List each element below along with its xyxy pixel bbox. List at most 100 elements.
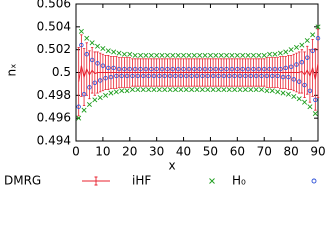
x-tick-label: 90 bbox=[310, 145, 325, 159]
x-marker bbox=[129, 87, 135, 93]
error-bar bbox=[163, 58, 166, 87]
error-bar bbox=[225, 58, 228, 87]
error-bar bbox=[263, 58, 266, 87]
error-bar bbox=[241, 58, 244, 87]
x-marker bbox=[232, 87, 238, 93]
error-bar bbox=[99, 52, 102, 93]
x-marker bbox=[143, 52, 149, 58]
x-marker bbox=[100, 46, 106, 52]
circle-marker bbox=[243, 73, 248, 79]
error-bar bbox=[185, 58, 188, 87]
error-bar bbox=[246, 58, 250, 87]
x-marker bbox=[78, 28, 84, 34]
circle-marker bbox=[197, 66, 202, 72]
error-bar bbox=[93, 51, 97, 96]
x-marker bbox=[146, 87, 152, 93]
circle-marker bbox=[218, 66, 224, 72]
circle-marker bbox=[79, 42, 84, 48]
x-marker bbox=[186, 52, 192, 58]
error-bar bbox=[117, 57, 121, 88]
circle-marker bbox=[205, 73, 210, 79]
x-marker bbox=[213, 52, 219, 58]
error-bar bbox=[281, 56, 285, 89]
error-bar bbox=[147, 58, 150, 87]
circle-marker bbox=[141, 73, 146, 79]
series-line bbox=[78, 63, 319, 82]
error-bar bbox=[174, 58, 177, 87]
circle-marker bbox=[208, 66, 213, 72]
x-marker bbox=[162, 87, 168, 93]
error-bar bbox=[228, 58, 231, 87]
circle-marker bbox=[132, 66, 138, 72]
circle-marker bbox=[151, 73, 157, 79]
error-bar bbox=[155, 58, 158, 87]
circle-marker bbox=[302, 82, 307, 88]
circle-marker bbox=[143, 66, 149, 72]
circle-marker bbox=[178, 73, 184, 79]
circle-marker bbox=[221, 73, 227, 79]
error-bar bbox=[139, 58, 142, 87]
x-marker bbox=[269, 88, 275, 94]
x-marker bbox=[250, 52, 256, 58]
x-tick-label: 40 bbox=[176, 145, 191, 159]
circle-marker bbox=[167, 73, 173, 79]
x-marker bbox=[210, 87, 216, 93]
circle-marker bbox=[305, 55, 310, 60]
x-marker bbox=[280, 90, 286, 96]
error-bar bbox=[152, 58, 156, 87]
x-marker bbox=[97, 95, 103, 101]
circle-marker bbox=[275, 73, 280, 79]
legend-swatch bbox=[82, 176, 110, 186]
circle-marker bbox=[259, 73, 264, 79]
x-marker bbox=[275, 89, 281, 95]
error-bar bbox=[90, 46, 94, 94]
x-marker bbox=[76, 115, 82, 121]
x-marker bbox=[272, 51, 278, 57]
error-bar bbox=[158, 58, 161, 87]
error-bar bbox=[120, 57, 123, 88]
circle-marker bbox=[194, 73, 200, 79]
legend-swatch bbox=[209, 178, 215, 184]
x-marker bbox=[215, 87, 222, 93]
circle-marker bbox=[229, 66, 235, 72]
circle-marker bbox=[291, 77, 296, 82]
error-bar bbox=[289, 54, 293, 91]
x-marker bbox=[259, 87, 265, 93]
x-marker bbox=[248, 87, 254, 93]
y-tick-label: 0.498 bbox=[37, 88, 71, 102]
error-bar bbox=[82, 48, 86, 107]
x-marker bbox=[167, 87, 173, 93]
circle-marker bbox=[262, 66, 267, 72]
error-bar bbox=[96, 51, 99, 94]
x-marker bbox=[285, 91, 291, 97]
error-bar bbox=[276, 57, 279, 88]
circle-marker bbox=[189, 73, 194, 79]
circle-marker bbox=[213, 66, 219, 72]
circle-marker bbox=[186, 66, 192, 72]
x-marker bbox=[140, 87, 146, 93]
x-marker bbox=[197, 52, 203, 58]
circle-marker bbox=[122, 66, 127, 72]
circle-marker bbox=[87, 85, 92, 90]
circle-marker bbox=[278, 66, 283, 72]
error-bar bbox=[308, 49, 312, 103]
error-bar bbox=[80, 34, 83, 97]
circle-marker bbox=[299, 60, 305, 65]
x-marker bbox=[178, 87, 184, 93]
x-tick-label: 30 bbox=[149, 145, 164, 159]
circle-marker bbox=[307, 88, 313, 93]
circle-marker bbox=[149, 66, 154, 72]
x-marker bbox=[202, 52, 208, 58]
error-bar bbox=[217, 58, 220, 87]
circle-marker bbox=[130, 73, 135, 79]
circle-marker bbox=[81, 91, 87, 97]
x-tick-label: 0 bbox=[72, 145, 80, 159]
circle-marker bbox=[251, 66, 256, 72]
circle-marker bbox=[92, 80, 98, 85]
x-marker bbox=[183, 87, 189, 93]
x-marker bbox=[218, 52, 224, 58]
error-bar bbox=[88, 50, 91, 100]
circle-marker bbox=[159, 66, 165, 72]
error-bar bbox=[300, 49, 304, 94]
circle-marker bbox=[286, 74, 291, 80]
